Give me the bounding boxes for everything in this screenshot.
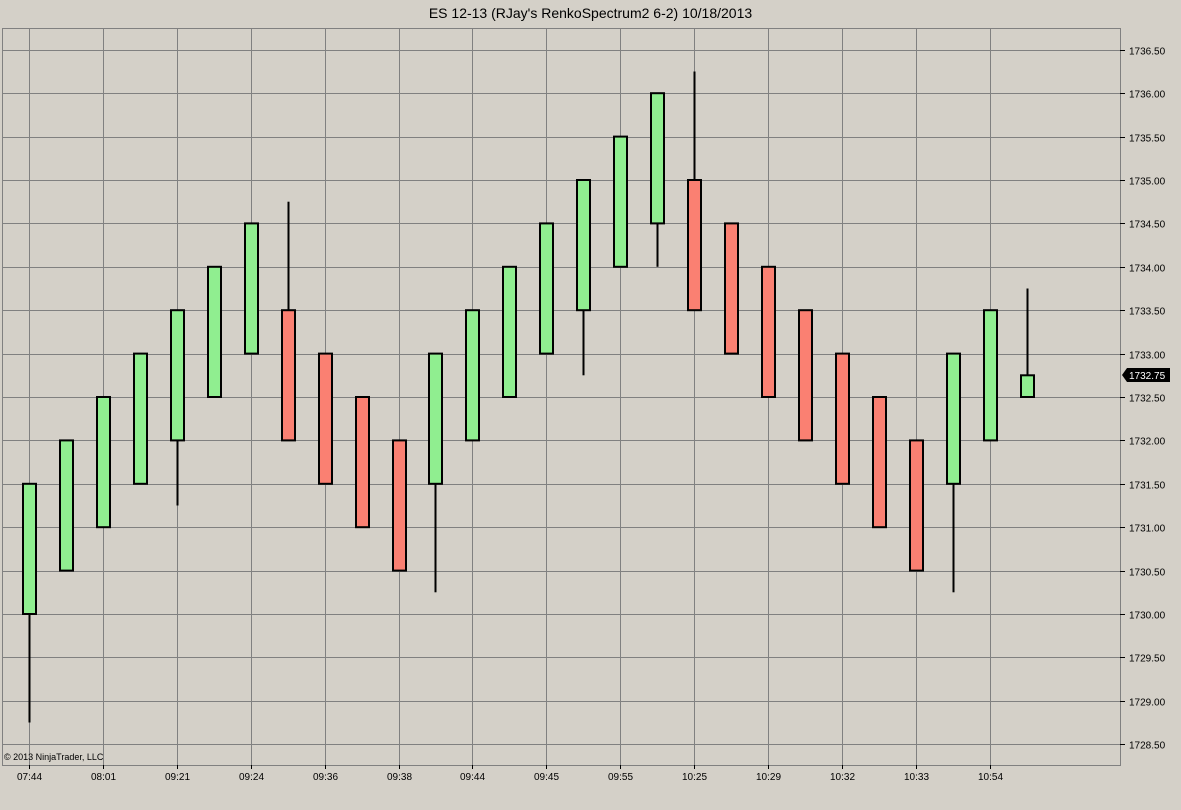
bar-body xyxy=(576,179,591,312)
y-tick-label: 1733.50 xyxy=(1129,307,1166,318)
renko-bar-down[interactable] xyxy=(281,201,296,442)
y-tick-label: 1735.50 xyxy=(1129,134,1166,145)
x-tick-label: 09:55 xyxy=(608,772,633,783)
bar-body xyxy=(428,352,443,485)
renko-bar-down[interactable] xyxy=(318,352,333,485)
renko-bar-down[interactable] xyxy=(761,265,776,398)
bar-body xyxy=(1020,374,1035,398)
renko-bar-down[interactable] xyxy=(835,352,850,485)
renko-bar-down[interactable] xyxy=(355,396,370,529)
x-tick-label: 10:25 xyxy=(682,772,707,783)
bar-body xyxy=(761,265,776,398)
renko-bar-up[interactable] xyxy=(1020,288,1035,398)
renko-bar-up[interactable] xyxy=(946,352,961,593)
bar-body xyxy=(613,135,628,268)
y-tick-label: 1731.50 xyxy=(1129,481,1166,492)
x-tick-label: 09:36 xyxy=(313,772,338,783)
y-tick-label: 1736.50 xyxy=(1129,47,1166,58)
window-title: ES 12-13 (RJay's RenkoSpectrum2 6-2) 10/… xyxy=(428,5,753,21)
bar-body xyxy=(798,309,813,442)
y-tick-label: 1733.00 xyxy=(1129,351,1166,362)
renko-bar-down[interactable] xyxy=(724,222,739,355)
renko-bar-down[interactable] xyxy=(909,439,924,572)
bar-body xyxy=(207,265,222,398)
renko-bar-up[interactable] xyxy=(170,309,185,506)
bar-body xyxy=(946,352,961,485)
x-tick-label: 10:29 xyxy=(756,772,781,783)
bar-body xyxy=(355,396,370,529)
x-tick-label: 09:38 xyxy=(387,772,412,783)
y-tick-label: 1731.00 xyxy=(1129,524,1166,535)
renko-bar-up[interactable] xyxy=(502,265,517,398)
bar-body xyxy=(281,309,296,442)
bar-body xyxy=(318,352,333,485)
renko-bar-up[interactable] xyxy=(207,265,222,398)
renko-bar-up[interactable] xyxy=(59,439,74,572)
y-tick-label: 1732.00 xyxy=(1129,437,1166,448)
renko-bar-down[interactable] xyxy=(872,396,887,529)
y-tick-label: 1732.50 xyxy=(1129,394,1166,405)
renko-bar-up[interactable] xyxy=(650,92,665,267)
y-tick-label: 1734.50 xyxy=(1129,220,1166,231)
x-tick-label: 08:01 xyxy=(91,772,116,783)
bar-body xyxy=(170,309,185,442)
renko-bar-down[interactable] xyxy=(392,439,407,572)
renko-bar-down[interactable] xyxy=(687,71,702,312)
last-price-marker: 1732.75 xyxy=(1122,368,1170,382)
bar-body xyxy=(22,482,37,615)
bar-body xyxy=(502,265,517,398)
renko-bar-up[interactable] xyxy=(465,309,480,442)
bar-body xyxy=(392,439,407,572)
copyright-label: © 2013 NinjaTrader, LLC xyxy=(4,752,104,762)
renko-bar-up[interactable] xyxy=(22,482,37,723)
x-tick-label: 07:44 xyxy=(17,772,42,783)
renko-bar-up[interactable] xyxy=(539,222,554,355)
y-tick-label: 1730.00 xyxy=(1129,611,1166,622)
y-tick-label: 1729.50 xyxy=(1129,654,1166,665)
bar-body xyxy=(687,179,702,312)
bar-body xyxy=(909,439,924,572)
x-tick-label: 10:33 xyxy=(904,772,929,783)
bar-body xyxy=(983,309,998,442)
x-tick-label: 10:32 xyxy=(830,772,855,783)
bar-body xyxy=(244,222,259,355)
x-tick-label: 09:44 xyxy=(460,772,485,783)
bar-body xyxy=(96,396,111,529)
bar-body xyxy=(59,439,74,572)
y-tick-label: 1735.00 xyxy=(1129,177,1166,188)
x-tick-label: 09:21 xyxy=(165,772,190,783)
renko-bar-down[interactable] xyxy=(798,309,813,442)
bar-body xyxy=(724,222,739,355)
y-tick-label: 1730.50 xyxy=(1129,568,1166,579)
bar-body xyxy=(539,222,554,355)
y-tick-label: 1734.00 xyxy=(1129,264,1166,275)
renko-bar-up[interactable] xyxy=(96,396,111,529)
renko-bar-up[interactable] xyxy=(428,352,443,593)
x-tick-label: 09:45 xyxy=(534,772,559,783)
bar-body xyxy=(835,352,850,485)
bar-body xyxy=(465,309,480,442)
y-tick-label: 1736.00 xyxy=(1129,90,1166,101)
last-price-box xyxy=(1122,368,1170,382)
last-price-label: 1732.75 xyxy=(1129,371,1166,382)
renko-bar-up[interactable] xyxy=(244,222,259,355)
renko-bar-up[interactable] xyxy=(983,309,998,442)
x-tick-label: 09:24 xyxy=(239,772,264,783)
bar-body xyxy=(133,352,148,485)
bar-body xyxy=(872,396,887,529)
renko-bar-up[interactable] xyxy=(576,179,591,376)
x-tick-label: 10:54 xyxy=(978,772,1003,783)
y-tick-label: 1729.00 xyxy=(1129,698,1166,709)
y-tick-label: 1728.50 xyxy=(1129,741,1166,752)
renko-bar-up[interactable] xyxy=(133,352,148,485)
renko-bar-up[interactable] xyxy=(613,135,628,268)
bar-body xyxy=(650,92,665,225)
